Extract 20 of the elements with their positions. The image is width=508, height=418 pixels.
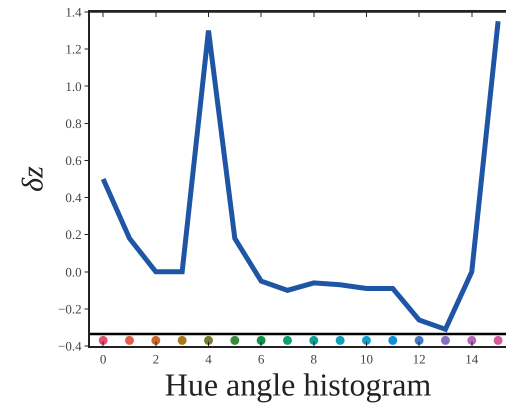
y-tick-label: −0.4 <box>58 338 82 354</box>
y-tick-label: 0.2 <box>65 227 82 242</box>
y-tick-label: 0.8 <box>65 116 82 131</box>
y-tick-label: 1.0 <box>65 78 82 94</box>
y-tick-label: 1.2 <box>65 42 82 57</box>
y-tick-label: 1.4 <box>65 4 82 20</box>
x-tick-label: 10 <box>360 351 373 366</box>
x-tick-label: 12 <box>412 351 426 366</box>
x-tick-label: 0 <box>100 351 106 366</box>
x-tick-label: 6 <box>258 351 265 366</box>
y-tick-label: 0.4 <box>65 190 82 206</box>
y-tick-label: −0.2 <box>58 301 82 316</box>
x-tick-label: 14 <box>465 351 479 366</box>
y-tick-label: 0.6 <box>65 152 82 168</box>
y-tick-label: 0.0 <box>65 264 82 280</box>
x-tick-label: 8 <box>310 351 318 366</box>
x-axis-title: Hue angle histogram <box>164 366 432 402</box>
x-tick-label: 2 <box>152 351 160 366</box>
x-tick-label: 4 <box>205 351 212 366</box>
y-axis-title: δz <box>16 166 50 192</box>
